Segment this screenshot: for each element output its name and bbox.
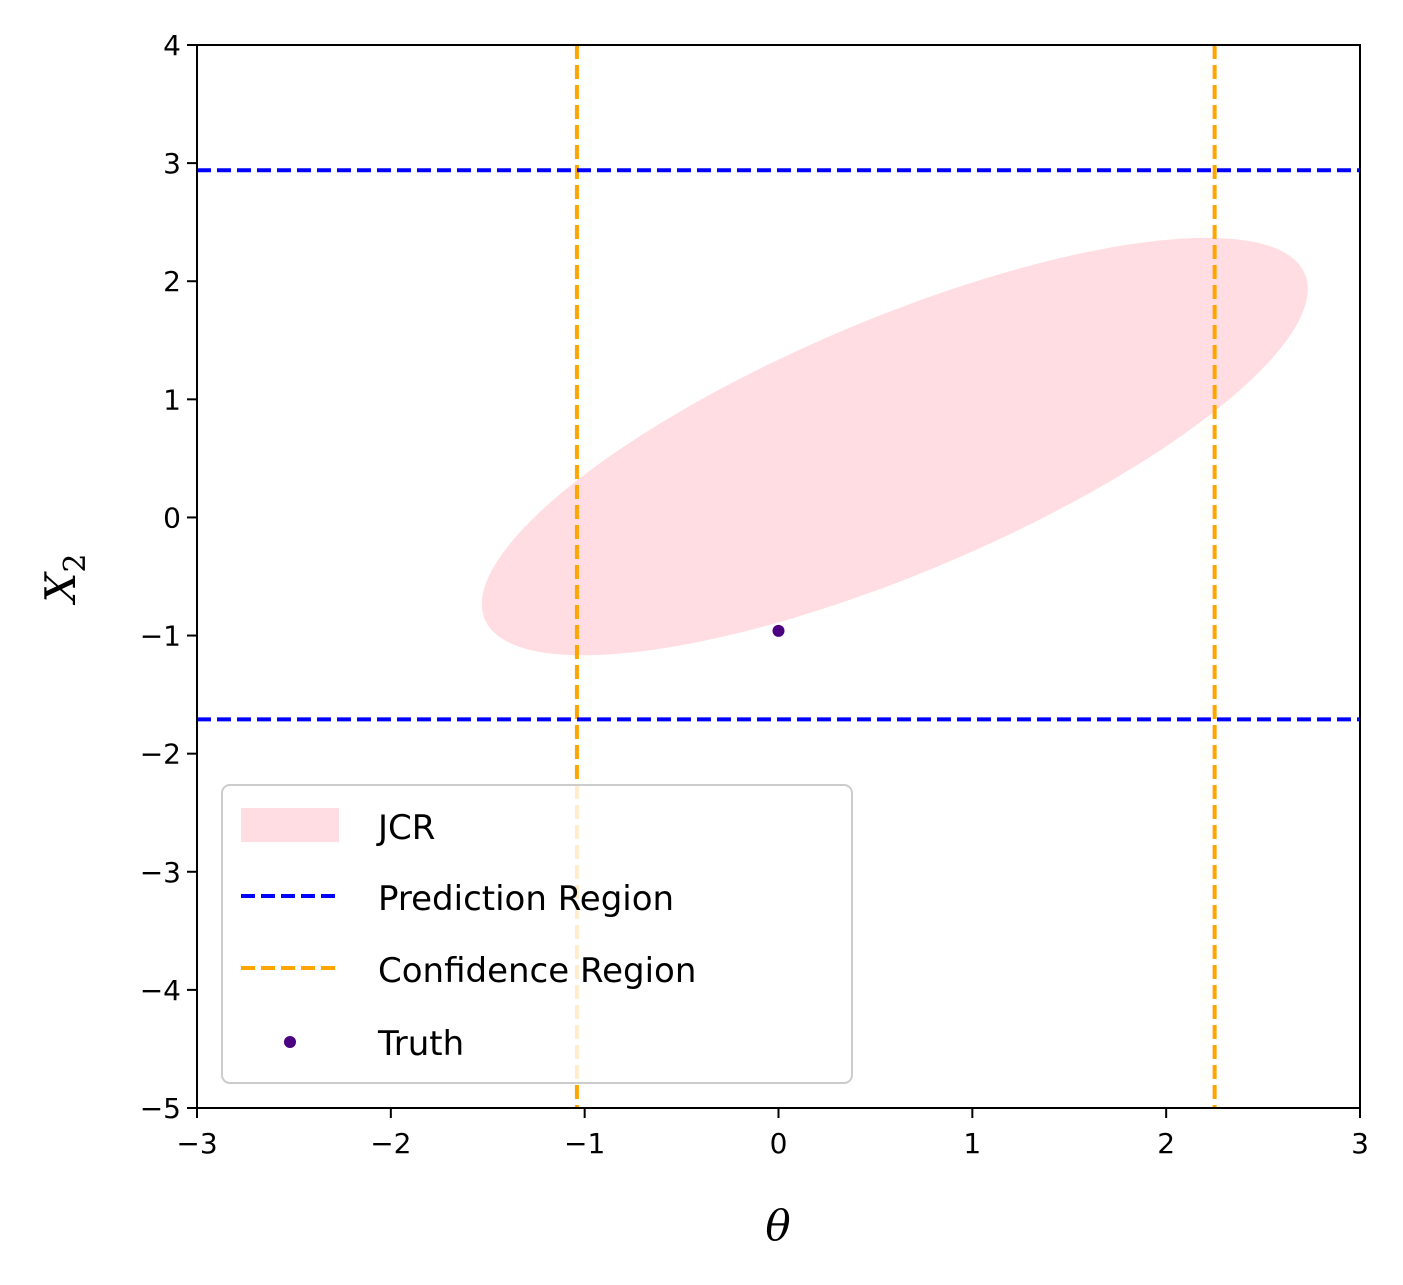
legend-swatch-jcr xyxy=(241,808,339,842)
x-tick-label: −2 xyxy=(370,1127,411,1160)
y-tick-label: −2 xyxy=(140,738,181,771)
legend: JCR Prediction Region Confidence Region … xyxy=(221,784,853,1084)
legend-label-confidence: Confidence Region xyxy=(378,951,696,991)
legend-label-jcr: JCR xyxy=(376,808,435,848)
y-tick-label: −1 xyxy=(140,620,181,653)
y-axis: −5 −4 −3 −2 −1 0 1 2 3 4 xyxy=(140,29,197,1125)
y-axis-label: X2 xyxy=(36,554,93,606)
y-tick-label: 3 xyxy=(163,147,181,180)
y-axis-label-main: X xyxy=(36,571,85,606)
x-axis: −3 −2 −1 0 1 2 3 xyxy=(176,1108,1369,1160)
y-tick-label: −5 xyxy=(140,1092,181,1125)
x-tick-label: −3 xyxy=(176,1127,217,1160)
legend-label-truth: Truth xyxy=(377,1024,464,1064)
x-axis-label: θ xyxy=(765,1201,790,1250)
x-tick-label: 1 xyxy=(963,1127,981,1160)
y-tick-label: 2 xyxy=(163,265,181,298)
x-tick-label: −1 xyxy=(564,1127,605,1160)
legend-label-prediction: Prediction Region xyxy=(378,879,674,919)
legend-box xyxy=(221,784,853,1084)
y-tick-label: −4 xyxy=(140,974,181,1007)
plot-area xyxy=(197,45,1360,1108)
y-tick-label: 0 xyxy=(163,501,181,534)
y-axis-label-subscript: 2 xyxy=(58,554,93,573)
y-tick-label: 1 xyxy=(163,383,181,416)
legend-marker-truth xyxy=(284,1036,296,1048)
jcr-region xyxy=(481,237,1308,656)
truth-point xyxy=(772,624,785,637)
x-tick-label: 0 xyxy=(770,1127,788,1160)
y-tick-label: 4 xyxy=(163,29,181,62)
x-tick-label: 2 xyxy=(1157,1127,1175,1160)
x-tick-label: 3 xyxy=(1351,1127,1369,1160)
y-tick-label: −3 xyxy=(140,856,181,889)
